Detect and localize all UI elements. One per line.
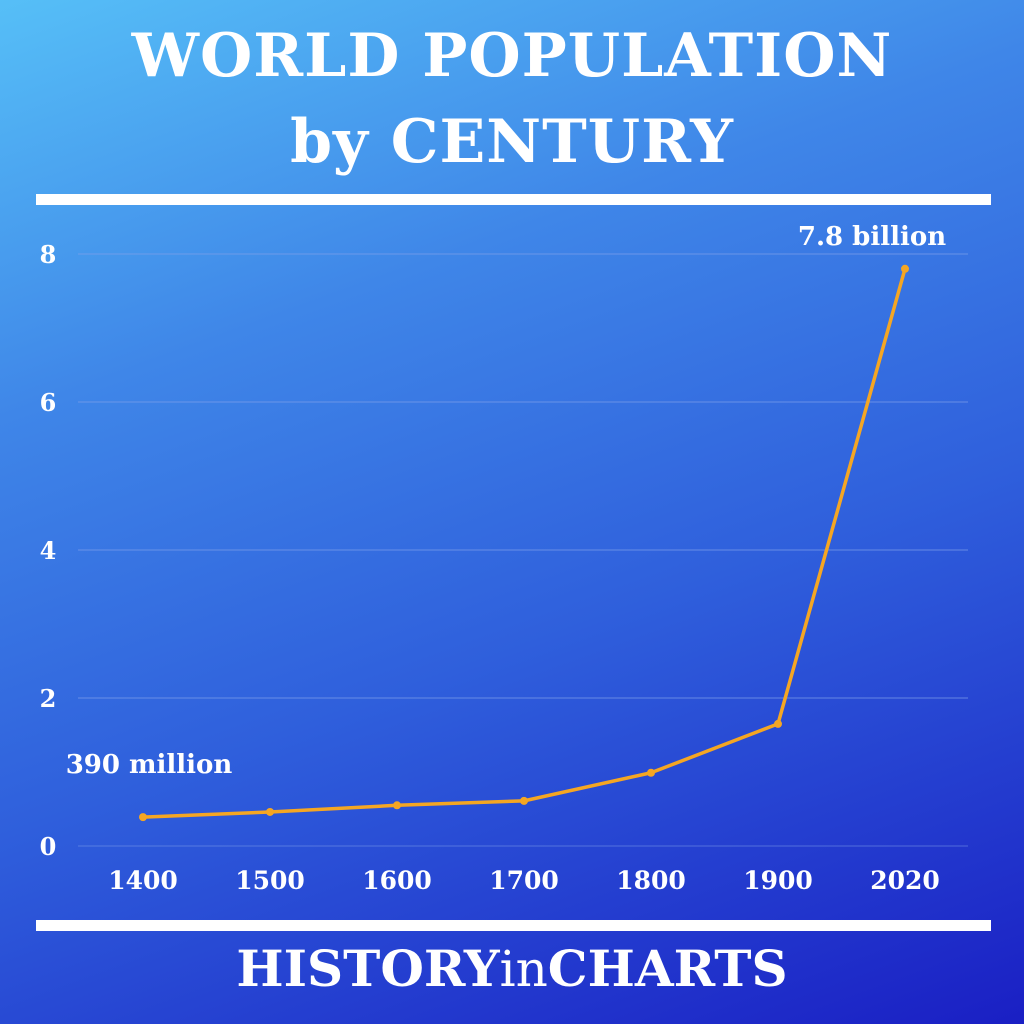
top-divider bbox=[36, 194, 991, 205]
x-tick-label: 1800 bbox=[616, 866, 686, 895]
y-tick-label: 2 bbox=[40, 684, 57, 713]
x-tick-label: 1600 bbox=[362, 866, 432, 895]
data-point bbox=[647, 768, 655, 777]
x-tick-label: 2020 bbox=[870, 866, 940, 895]
x-tick-label: 1400 bbox=[108, 866, 178, 895]
data-point bbox=[139, 813, 147, 822]
y-tick-label: 8 bbox=[40, 240, 57, 269]
chart-title-line-2: by CENTURY bbox=[290, 107, 734, 177]
data-point bbox=[393, 801, 401, 810]
y-tick-label: 0 bbox=[40, 832, 57, 861]
data-point bbox=[266, 807, 274, 816]
y-tick-label: 4 bbox=[40, 536, 57, 565]
data-point bbox=[901, 264, 909, 273]
data-label: 390 million bbox=[66, 750, 233, 780]
bottom-divider bbox=[36, 920, 991, 931]
brand-logo: HISTORYinCHARTS bbox=[0, 944, 1024, 995]
y-tick-label: 6 bbox=[40, 388, 57, 417]
x-tick-label: 1700 bbox=[489, 866, 559, 895]
brand-logo-in: in bbox=[499, 940, 548, 998]
data-point bbox=[774, 719, 782, 728]
data-label: 7.8 billion bbox=[798, 222, 946, 252]
x-tick-label: 1500 bbox=[235, 866, 305, 895]
x-tick-label: 1900 bbox=[743, 866, 813, 895]
series-line bbox=[141, 267, 907, 819]
data-point bbox=[520, 796, 528, 805]
chart-title-line-1: WORLD POPULATION bbox=[131, 21, 893, 91]
brand-logo-charts: CHARTS bbox=[547, 939, 788, 998]
brand-logo-history: HISTORY bbox=[236, 939, 500, 998]
